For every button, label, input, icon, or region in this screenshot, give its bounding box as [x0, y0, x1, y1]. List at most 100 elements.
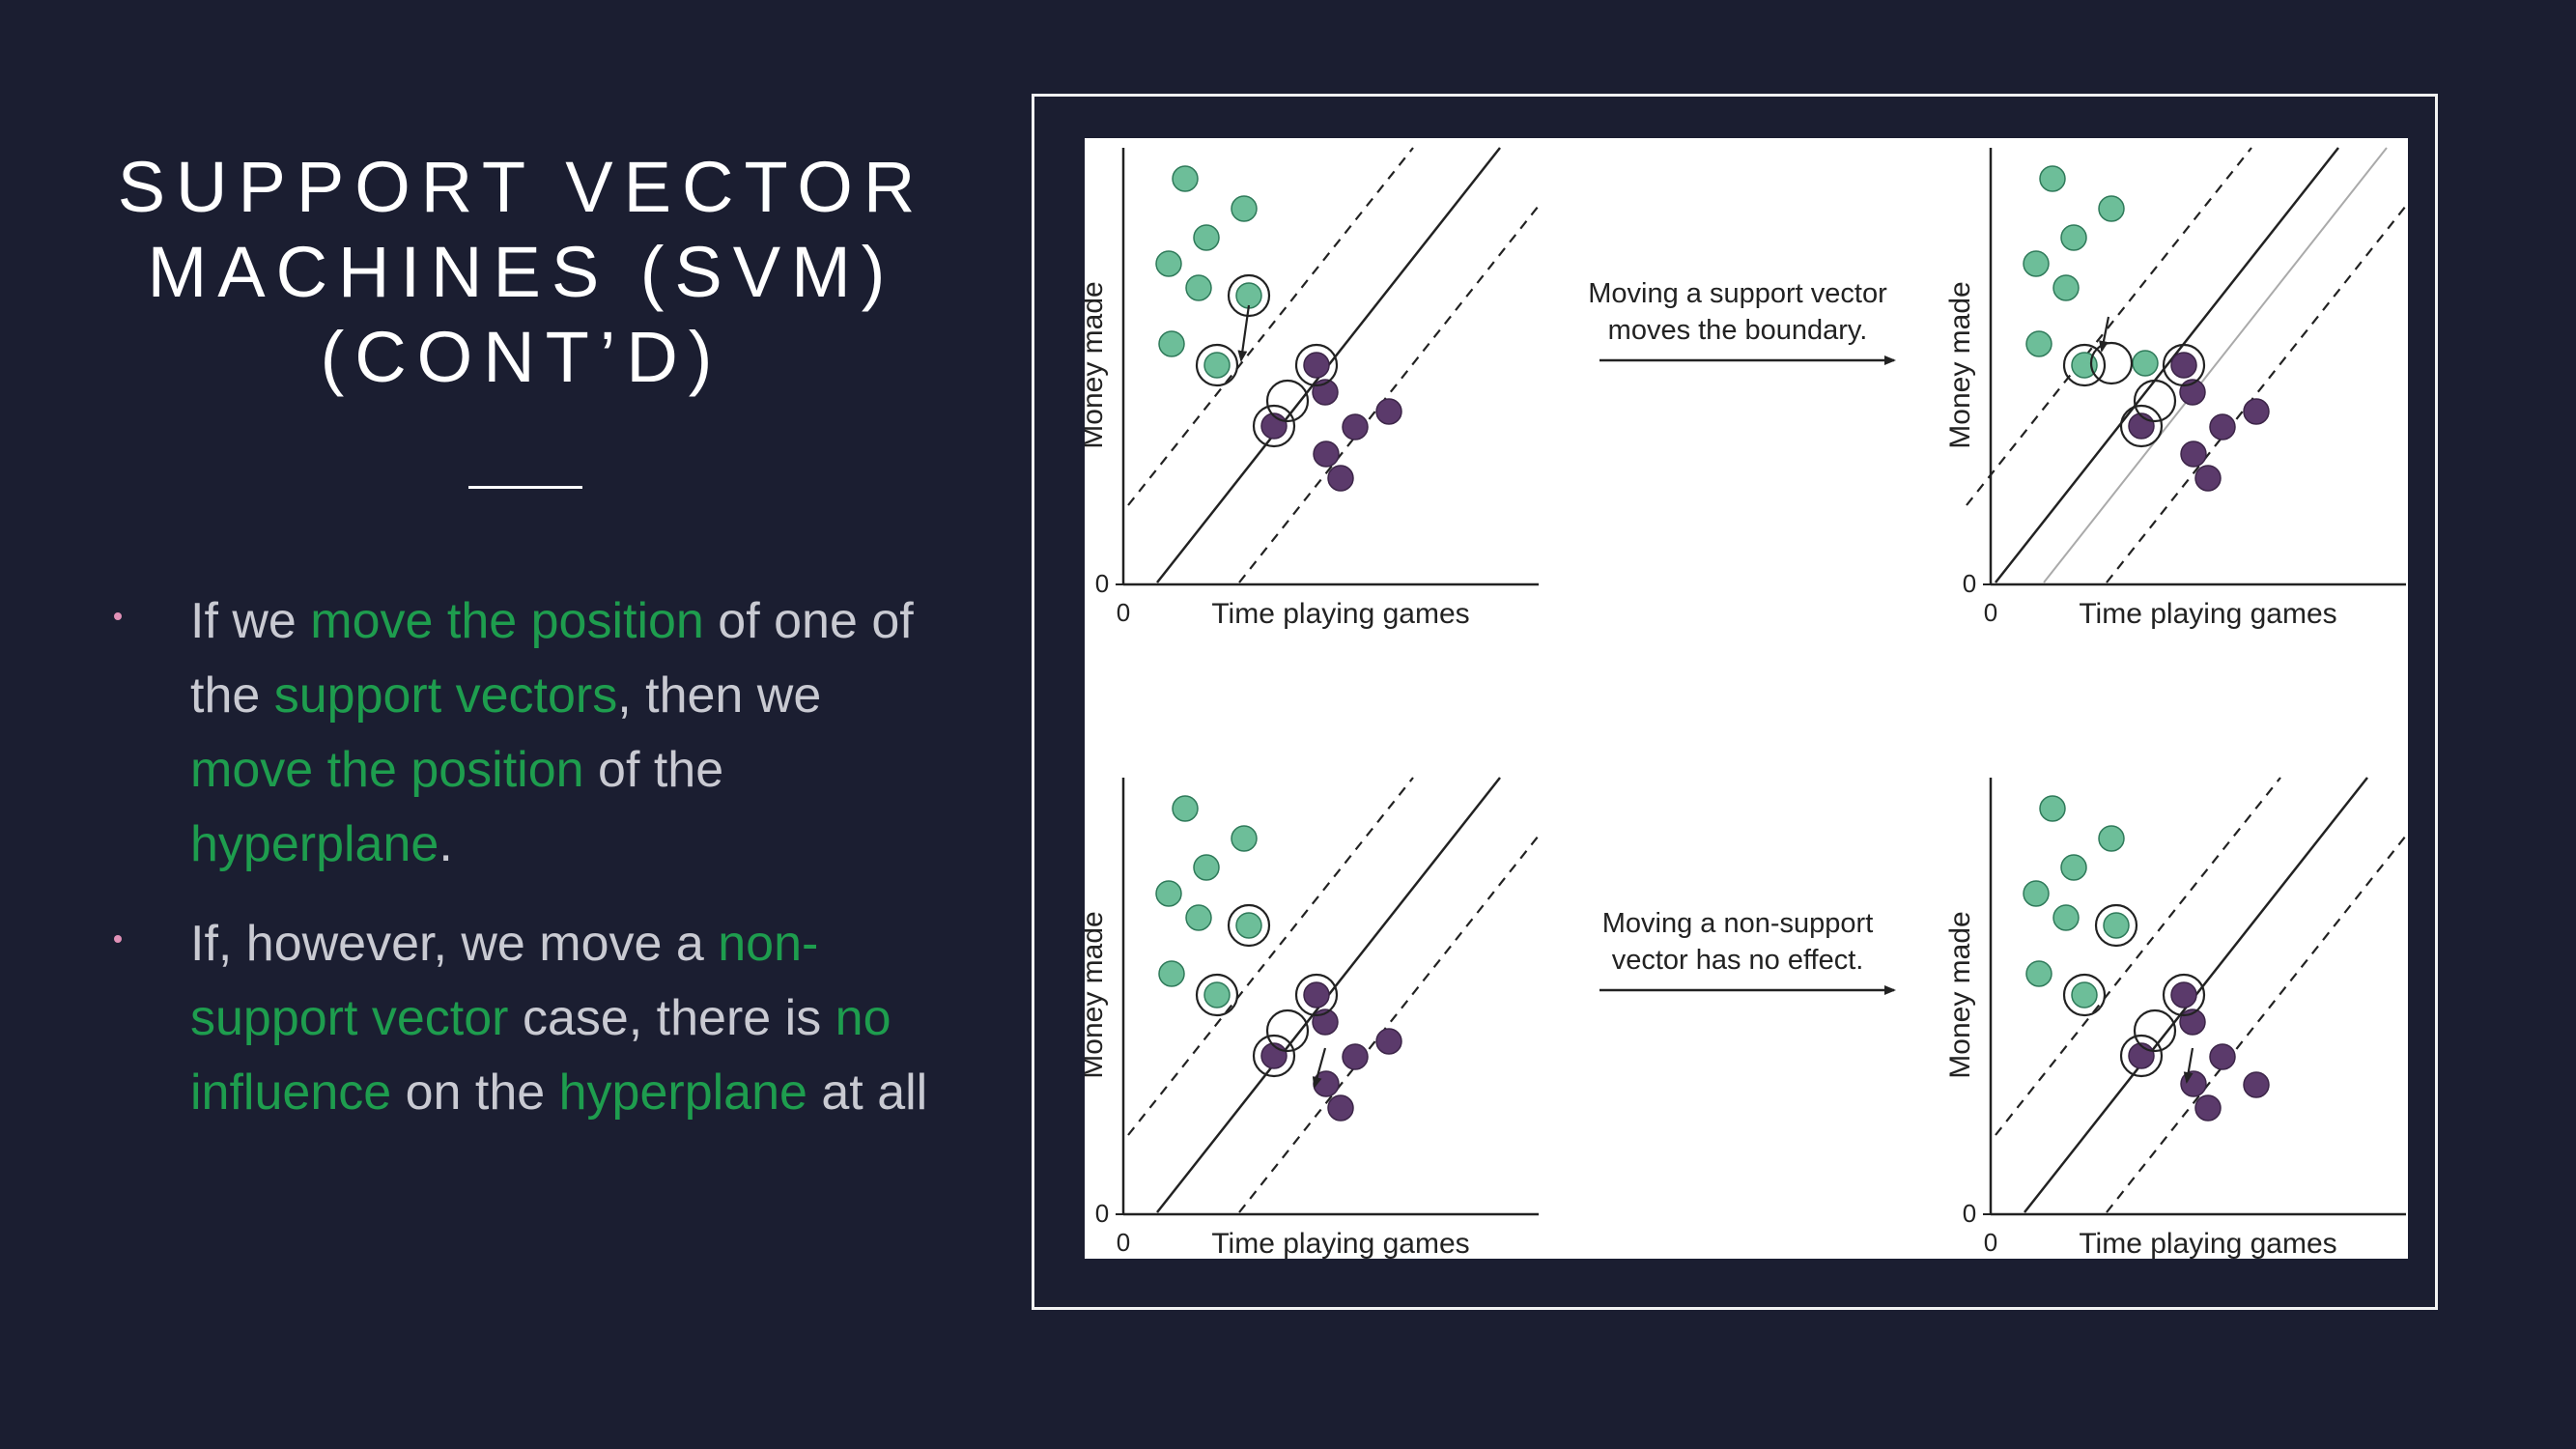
- teal-point: [1158, 330, 1185, 357]
- teal-point: [2060, 224, 2087, 251]
- support-vector-ring: [2089, 341, 2134, 385]
- support-vector-ring: [1252, 1034, 1296, 1078]
- teal-point: [1155, 250, 1182, 277]
- bullet-1-seg-1: move the position: [310, 593, 704, 649]
- panel-top-right: 00 Time playing games Money made: [1944, 147, 2407, 630]
- support-vector-ring: [2119, 404, 2164, 448]
- y-axis-label: Money made: [1944, 281, 1976, 448]
- bullet-list: If we move the position of one of the su…: [114, 584, 954, 1155]
- teal-point: [2052, 274, 2080, 301]
- bullet-2-seg-0: If, however, we move a: [190, 916, 719, 972]
- teal-point: [2023, 250, 2050, 277]
- title-divider: [468, 486, 582, 489]
- bullet-item-1: If we move the position of one of the su…: [114, 584, 954, 882]
- support-vector-ring: [1294, 973, 1339, 1017]
- panel-top-left: 00 Time playing games Money made: [1085, 147, 1540, 630]
- x-axis-label: Time playing games: [1211, 1228, 1469, 1259]
- bullet-1-seg-4: , then we: [617, 668, 822, 724]
- bullet-2-seg-3: no influence: [190, 990, 892, 1121]
- teal-point: [1185, 904, 1212, 931]
- purple-point: [1313, 440, 1340, 468]
- x-axis-label: Time playing games: [2079, 1228, 2336, 1259]
- teal-point: [1193, 224, 1220, 251]
- bullet-1-seg-3: support vectors: [273, 668, 618, 724]
- teal-point: [1185, 274, 1212, 301]
- top-caption-line-2: moves the boundary.: [1608, 315, 1868, 346]
- teal-point: [1155, 880, 1182, 907]
- move-arrow-icon: [2099, 316, 2110, 353]
- teal-point: [2039, 795, 2066, 822]
- bullet-text-2: If, however, we move a non-support vecto…: [190, 907, 954, 1130]
- bullet-2-seg-5: hyperplane: [558, 1065, 807, 1121]
- teal-point: [2025, 960, 2052, 987]
- bullet-2-seg-6: at all: [807, 1065, 928, 1121]
- support-vector-ring: [1195, 343, 1239, 387]
- origin-x-label: 0: [1117, 598, 1130, 627]
- margin-upper-line: [1127, 147, 1414, 506]
- margin-upper-line: [1966, 147, 2252, 506]
- bullet-1-seg-0: If we: [190, 593, 311, 649]
- bullet-2-seg-4: on the: [391, 1065, 559, 1121]
- y-axis-label: Money made: [1085, 281, 1109, 448]
- teal-point: [2060, 854, 2087, 881]
- purple-point: [2209, 1043, 2236, 1070]
- teal-point: [1172, 165, 1199, 192]
- margin-upper-line: [1127, 777, 1414, 1136]
- teal-point: [2071, 981, 2098, 1009]
- support-vector-ring: [2133, 1009, 2177, 1053]
- origin-y-label: 0: [1095, 569, 1109, 598]
- purple-point: [1375, 398, 1402, 425]
- title-line-3: (CONT’D): [320, 317, 723, 397]
- svm-figure: 0 0 Time playing games Money made 0 0 Time pl…: [1085, 138, 2408, 1259]
- y-axis-label: Money made: [1944, 911, 1976, 1078]
- purple-point: [1303, 981, 1330, 1009]
- hyperplane-line: [1995, 147, 2339, 583]
- move-arrow-icon: [1312, 1047, 1327, 1089]
- origin-x-label: 0: [1117, 1228, 1130, 1257]
- support-vector-ring: [1195, 973, 1239, 1017]
- origin-y-label: 0: [1963, 569, 1976, 598]
- teal-point: [2103, 912, 2130, 939]
- origin-y-label: 0: [1963, 1199, 1976, 1228]
- origin-x-label: 0: [1984, 1228, 1997, 1257]
- old-hyperplane-line: [2043, 147, 2388, 583]
- teal-point: [1203, 981, 1231, 1009]
- title-line-1: SUPPORT VECTOR: [117, 147, 926, 227]
- y-axis-label: Money made: [1085, 911, 1109, 1078]
- teal-point: [2098, 195, 2125, 222]
- teal-point: [2132, 350, 2159, 377]
- title-line-2: MACHINES (SVM): [147, 232, 896, 312]
- support-vector-ring: [2162, 973, 2206, 1017]
- bullet-1-seg-2: of one of the: [190, 593, 914, 724]
- bullet-1-seg-7: hyperplane: [190, 816, 439, 872]
- bullet-text-1: If we move the position of one of the su…: [190, 584, 954, 882]
- teal-point: [1231, 825, 1258, 852]
- margin-lower-line: [1238, 835, 1540, 1213]
- x-axis-label: Time playing games: [2079, 598, 2336, 630]
- purple-point: [2194, 1094, 2222, 1122]
- bullet-item-2: If, however, we move a non-support vecto…: [114, 907, 954, 1130]
- purple-point: [2170, 352, 2197, 379]
- purple-point: [1327, 1094, 1354, 1122]
- purple-point: [2209, 413, 2236, 440]
- support-vector-ring: [1252, 404, 1296, 448]
- top-caption-line-1: Moving a support vector: [1588, 278, 1887, 309]
- purple-point: [1342, 413, 1369, 440]
- panel-bottom-right: 00 Time playing games Money made: [1944, 777, 2407, 1259]
- bullet-2-seg-2: case, there is: [508, 990, 835, 1046]
- purple-point: [1327, 465, 1354, 492]
- bullet-2-seg-1: non-support vector: [190, 916, 819, 1046]
- purple-point: [2180, 1070, 2207, 1097]
- support-vector-ring: [1265, 379, 1310, 423]
- support-vector-ring: [2133, 379, 2177, 423]
- teal-point: [1158, 960, 1185, 987]
- teal-point: [1193, 854, 1220, 881]
- origin-x-label: 0: [1984, 598, 1997, 627]
- panel-bottom-left: 00 Time playing games Money made: [1085, 777, 1540, 1259]
- support-vector-ring: [1227, 903, 1271, 948]
- teal-point: [1235, 912, 1262, 939]
- purple-point: [2194, 465, 2222, 492]
- purple-point: [1342, 1043, 1369, 1070]
- bullet-1-seg-6: of the: [583, 742, 724, 798]
- purple-point: [2243, 1071, 2270, 1098]
